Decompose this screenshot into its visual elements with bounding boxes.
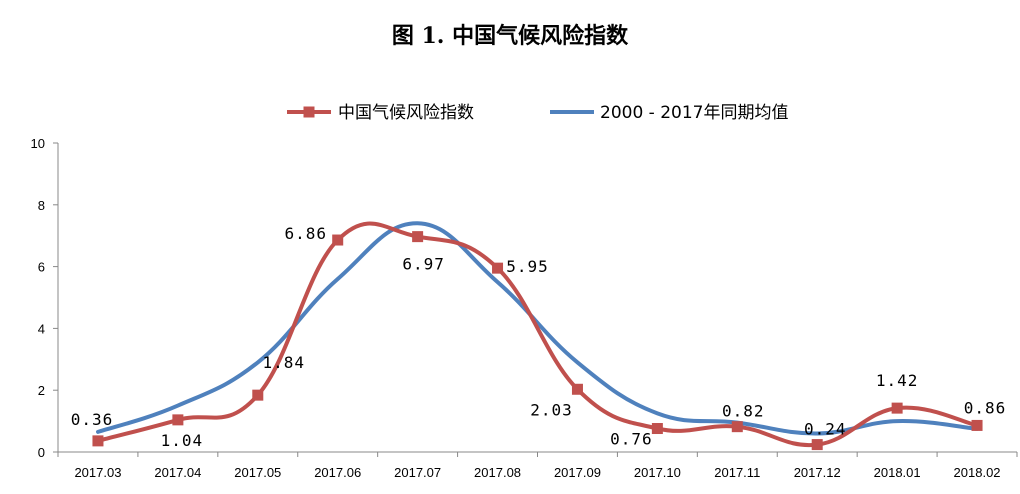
chart-title: 图 1. 中国气候风险指数 xyxy=(391,23,629,49)
data-label: 1.42 xyxy=(876,371,919,390)
data-point-marker xyxy=(252,389,264,401)
data-point-marker xyxy=(971,419,983,431)
x-tick-label: 2017.11 xyxy=(714,465,760,480)
data-point-marker xyxy=(891,402,903,414)
data-labels: 0.36 1.04 1.84 6.86 6.97 5.95 2.03 0.76 0.82 0.24… xyxy=(71,224,1007,450)
data-point-marker xyxy=(731,421,743,433)
data-label: 0.76 xyxy=(610,430,653,449)
data-label: 0.86 xyxy=(964,398,1007,417)
data-label: 0.24 xyxy=(804,420,847,439)
data-point-marker xyxy=(412,231,424,243)
y-tick-label: 2 xyxy=(38,383,45,398)
y-tick-label: 6 xyxy=(38,260,45,275)
data-point-marker xyxy=(332,234,344,246)
data-label: 6.86 xyxy=(284,224,327,243)
data-label: 2.03 xyxy=(530,400,573,419)
axes: 0 2 4 6 8 10 2017.03 2017.04 2017.05 2017.06 2017.… xyxy=(31,136,1018,480)
y-tick-label: 4 xyxy=(38,321,45,336)
data-point-marker xyxy=(811,439,823,451)
x-tick-label: 2017.07 xyxy=(394,465,441,480)
data-label: 5.95 xyxy=(506,257,549,276)
x-tick-label: 2018.02 xyxy=(954,465,1001,480)
data-label: 0.82 xyxy=(722,402,765,421)
x-tick-label: 2017.12 xyxy=(794,465,841,480)
x-tick-label: 2017.06 xyxy=(314,465,361,480)
data-point-marker xyxy=(571,383,583,395)
data-label: 6.97 xyxy=(402,255,445,274)
legend-label-historical-average: 2000 - 2017年同期均值 xyxy=(600,103,788,123)
y-tick-label: 0 xyxy=(38,445,45,460)
legend-label-risk-index: 中国气候风险指数 xyxy=(338,103,474,123)
data-label: 0.36 xyxy=(71,410,114,429)
x-tick-label: 2017.05 xyxy=(234,465,281,480)
data-label: 1.84 xyxy=(263,353,306,372)
y-tick-label: 8 xyxy=(38,198,45,213)
x-tick-label: 2017.09 xyxy=(554,465,601,480)
series-layer xyxy=(92,221,983,451)
x-tick-label: 2017.08 xyxy=(474,465,521,480)
y-tick-label: 10 xyxy=(31,136,45,151)
data-label: 1.04 xyxy=(161,431,204,450)
data-point-marker xyxy=(651,423,663,435)
data-point-marker xyxy=(492,262,504,274)
data-point-marker xyxy=(92,435,104,447)
x-tick-label: 2017.04 xyxy=(154,465,201,480)
legend: 中国气候风险指数 2000 - 2017年同期均值 xyxy=(287,103,788,123)
x-tick-label: 2017.03 xyxy=(74,465,121,480)
series-line-historical-average xyxy=(96,221,979,436)
x-tick-label: 2017.10 xyxy=(634,465,681,480)
data-point-marker xyxy=(172,414,184,426)
x-tick-label: 2018.01 xyxy=(874,465,921,480)
legend-marker-risk-index xyxy=(303,106,315,118)
